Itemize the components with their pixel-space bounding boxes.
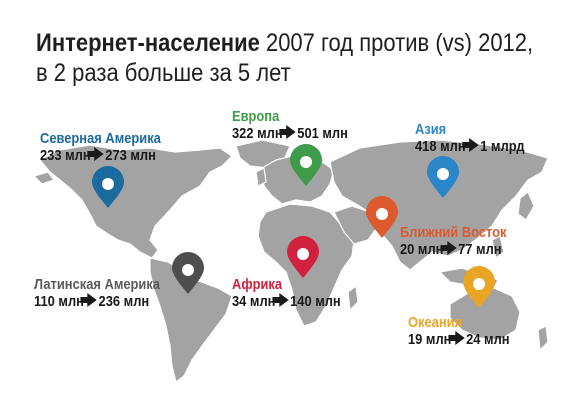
continent-madagascar [347,285,359,311]
label-europe: Европа 322 млн 501 млн [232,108,348,143]
region-name: Латинская Америка [34,276,160,293]
continent-alaska-islands [33,171,55,185]
label-asia: Азия 418 млн 1 млрд [415,121,525,156]
region-stats: 110 млн 236 млн [34,293,160,311]
continent-new-zealand [537,325,549,351]
continent-japan [517,191,535,221]
arrow-right-icon [462,138,479,152]
continent-north-america [39,144,233,259]
pin-north-america[interactable] [92,166,124,208]
region-name: Европа [232,108,280,125]
arrow-right-icon [80,293,97,307]
region-name: Африка [232,276,283,293]
arrow-right-icon [448,331,465,345]
pin-europe[interactable] [290,144,322,186]
stat-2012: 236 млн [98,293,150,310]
region-stats: 19 млн 24 млн [408,331,510,349]
title-bold: Интернет-население [36,29,260,57]
stat-2007: 20 млн [400,241,444,258]
stat-2012: 273 млн [105,147,156,164]
stat-2012: 1 млрд [480,138,525,155]
region-stats: 322 млн 501 млн [232,125,348,143]
stat-2007: 110 млн [34,293,84,310]
title-rest: 2007 год против (vs) 2012, [259,29,534,57]
region-stats: 233 млн 273 млн [40,147,161,165]
label-latin-america: Латинская Америка 110 млн 236 млн [34,276,160,311]
arrow-right-icon [87,147,104,161]
continent-philippines [491,235,505,259]
arrow-right-icon [440,241,457,255]
stat-2007: 34 млн [232,293,276,310]
region-name: Океания [408,314,463,331]
infographic-title: Интернет-население 2007 год против (vs) … [36,28,533,88]
stat-2007: 418 млн [415,138,466,155]
region-stats: 418 млн 1 млрд [415,138,525,156]
pin-africa[interactable] [287,236,319,278]
pin-middle-east[interactable] [366,196,398,238]
pin-asia[interactable] [427,156,459,198]
region-name: Азия [415,121,447,138]
label-middle-east: Ближний Восток 20 млн 77 млн [400,224,506,259]
region-name: Северная Америка [40,130,161,147]
stat-2007: 19 млн [408,331,452,348]
pin-oceania[interactable] [463,266,495,308]
pin-latin-america[interactable] [172,252,204,294]
title-line2: в 2 раза больше за 5 лет [36,59,291,87]
label-north-america: Северная Америка 233 млн 273 млн [40,130,161,165]
arrow-right-icon [272,293,289,307]
stat-2012: 24 млн [466,331,510,348]
label-oceania: Океания 19 млн 24 млн [408,314,510,349]
stat-2012: 501 млн [297,125,348,142]
continent-uk [255,167,267,187]
region-stats: 20 млн 77 млн [400,241,506,259]
stat-2007: 322 млн [232,125,283,142]
stat-2007: 233 млн [40,147,91,164]
region-stats: 34 млн 140 млн [232,293,341,311]
stat-2012: 140 млн [290,293,341,310]
arrow-right-icon [279,125,296,139]
label-africa: Африка 34 млн 140 млн [232,276,341,311]
region-name: Ближний Восток [400,224,507,241]
stat-2012: 77 млн [458,241,502,258]
